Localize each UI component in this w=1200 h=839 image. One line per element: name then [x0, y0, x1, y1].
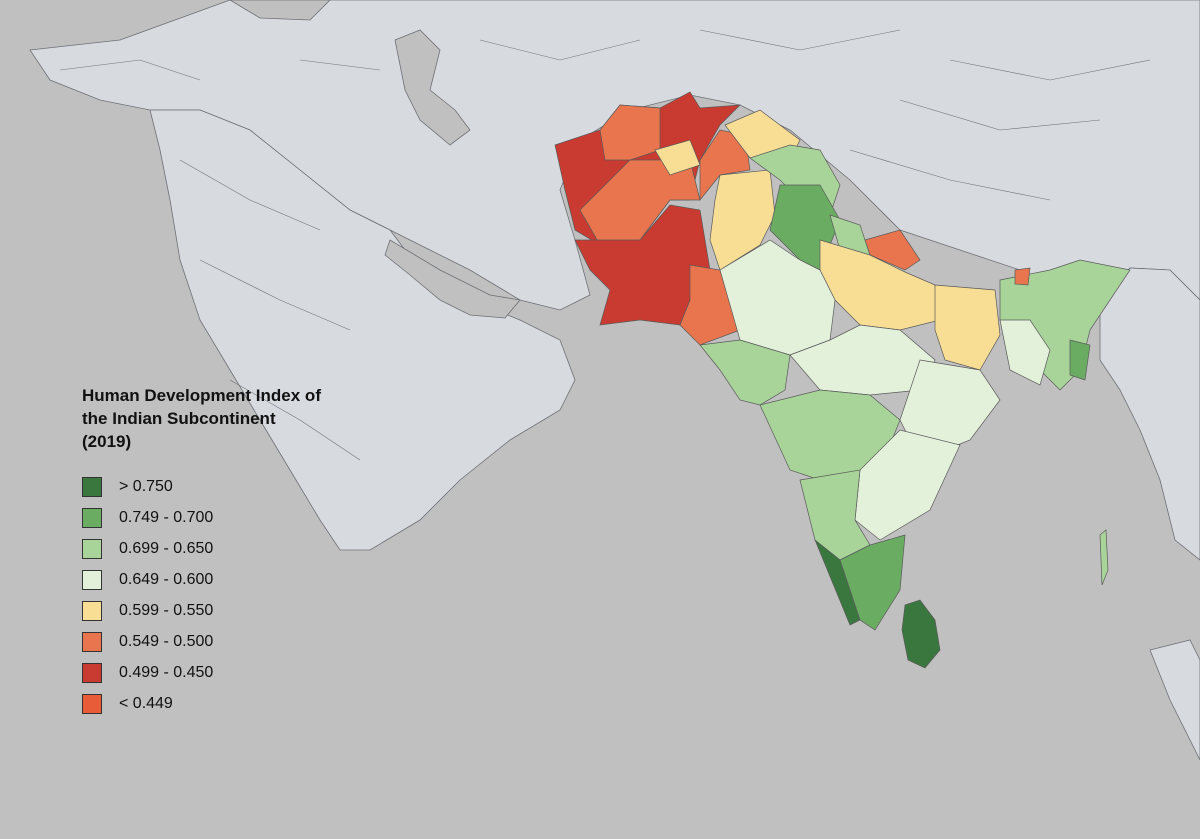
legend-item: > 0.750 — [82, 471, 382, 502]
persian-gulf — [384, 239, 521, 319]
legend-swatch — [82, 538, 102, 559]
caspian-sea — [394, 29, 471, 146]
legend-title-line: Human Development Index of — [82, 386, 321, 405]
legend-items: > 0.750 0.749 - 0.700 0.699 - 0.650 0.649 -… — [82, 471, 382, 719]
region-nepal — [864, 229, 921, 271]
legend-label: 0.549 - 0.500 — [119, 632, 214, 650]
legend-label: 0.599 - 0.550 — [119, 601, 214, 619]
legend-swatch — [82, 507, 102, 528]
region-sri-lanka — [901, 599, 941, 669]
legend-label: 0.749 - 0.700 — [119, 508, 214, 526]
legend-title-line: (2019) — [82, 432, 132, 451]
legend-item: 0.499 - 0.450 — [82, 657, 382, 688]
legend-swatch — [82, 662, 102, 683]
legend-item: 0.699 - 0.650 — [82, 533, 382, 564]
legend-swatch — [82, 631, 102, 652]
legend-label: 0.699 - 0.650 — [119, 539, 214, 557]
region-bangladesh — [999, 319, 1051, 386]
map-legend: Human Development Index of the Indian Su… — [82, 384, 382, 719]
legend-swatch — [82, 600, 102, 621]
legend-item: 0.549 - 0.500 — [82, 626, 382, 657]
legend-swatch — [82, 693, 102, 714]
border-lines — [59, 29, 1151, 461]
region-punjab-pk — [709, 169, 776, 271]
legend-label: < 0.449 — [119, 694, 173, 712]
black-sea — [229, 0, 331, 21]
legend-label: 0.499 - 0.450 — [119, 663, 214, 681]
legend-item: 0.649 - 0.600 — [82, 564, 382, 595]
region-chhattisgarh-odisha — [899, 359, 1001, 461]
land-arabia — [149, 109, 576, 551]
legend-swatch — [82, 569, 102, 590]
region-kpk — [699, 129, 751, 201]
legend-label: 0.649 - 0.600 — [119, 570, 214, 588]
legend-title: Human Development Index of the Indian Su… — [82, 384, 382, 453]
legend-title-line: the Indian Subcontinent — [82, 409, 276, 428]
region-gujarat — [699, 339, 791, 406]
land-southeast-asia-lower — [1149, 639, 1200, 761]
andaman-islands — [1099, 529, 1109, 586]
region-sikkim — [1014, 267, 1031, 286]
legend-item: < 0.449 — [82, 688, 382, 719]
legend-item: 0.749 - 0.700 — [82, 502, 382, 533]
region-tamil-nadu — [839, 534, 906, 631]
land-southeast-asia — [1099, 267, 1200, 561]
legend-swatch — [82, 476, 102, 497]
legend-item: 0.599 - 0.550 — [82, 595, 382, 626]
legend-label: > 0.750 — [119, 477, 173, 495]
region-mizoram — [1069, 339, 1091, 381]
